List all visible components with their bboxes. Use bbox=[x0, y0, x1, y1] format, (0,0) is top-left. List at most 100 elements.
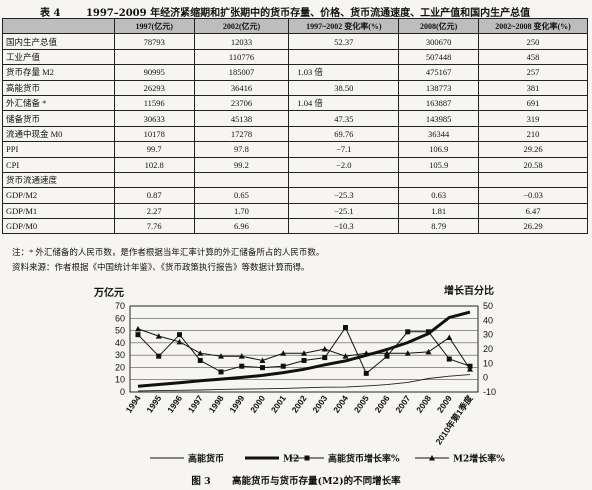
line-chart: 0 10 20 30 40 50 60 70 -10 0 10 20 30 40 50 万亿元 增长百分比 199… bbox=[93, 284, 505, 465]
table-cell: −0.03 bbox=[478, 187, 588, 204]
table-cell: 0.87 bbox=[113, 187, 195, 204]
right-tick-label: -10 bbox=[483, 387, 496, 397]
point-marker bbox=[363, 350, 370, 356]
left-tick-label: 50 bbox=[115, 326, 125, 336]
x-tick-label: 2008 bbox=[414, 393, 433, 414]
point-marker bbox=[155, 333, 162, 339]
table-cell: 458 bbox=[478, 48, 588, 66]
legend-label: 高能货币 bbox=[188, 453, 224, 465]
left-tick-label: 40 bbox=[115, 338, 125, 348]
table-row: PPI 99.7 97.8 −7.1 106.9 29.26 bbox=[2, 141, 588, 158]
table-header-cell: 2002(亿元) bbox=[193, 17, 290, 35]
table-source: 资料来源：作者根据《中国统计年鉴》、《货币政策执行报告》等数据计算而得。 bbox=[12, 262, 310, 272]
legend-marker bbox=[429, 455, 435, 461]
point-marker bbox=[218, 369, 224, 375]
table-cell: 30633 bbox=[113, 110, 195, 127]
figure-title: 高能货币与货币存量(M2)的不同增长率 bbox=[232, 476, 401, 487]
point-marker bbox=[177, 332, 182, 338]
table-cell: −7.1 bbox=[288, 141, 400, 158]
x-tick-label: 2004 bbox=[331, 393, 350, 414]
x-tick-label: 1996 bbox=[165, 393, 184, 414]
table-cell bbox=[398, 171, 480, 189]
row-label: 外汇储备 * bbox=[2, 94, 115, 112]
point-marker bbox=[446, 356, 452, 362]
table-cell: 7.76 bbox=[113, 218, 195, 235]
x-tick-label: 2007 bbox=[393, 393, 412, 414]
table-row: 流通中现金 M0 10178 17278 69.76 36344 210 bbox=[2, 125, 588, 143]
point-marker bbox=[280, 363, 286, 369]
right-tick-label: 10 bbox=[483, 358, 493, 368]
table-cell: −25.1 bbox=[288, 202, 400, 220]
table-row: GDP/M2 0.87 0.65 −25.3 0.63 −0.03 bbox=[2, 187, 588, 204]
table-header-cell: 1997~2002 变化率(%) bbox=[288, 17, 400, 35]
table-cell: 1.70 bbox=[193, 202, 290, 220]
point-marker bbox=[218, 353, 224, 359]
table-cell: 106.9 bbox=[398, 141, 480, 158]
row-label: 工业产值 bbox=[2, 48, 115, 66]
table-cell: 99.2 bbox=[193, 156, 290, 173]
left-tick-label: 10 bbox=[115, 375, 125, 385]
point-marker bbox=[239, 363, 245, 369]
table-header-cell bbox=[2, 17, 115, 35]
point-marker bbox=[343, 325, 348, 330]
table-cell: 26293 bbox=[113, 79, 195, 96]
table-cell: 47.35 bbox=[288, 110, 400, 127]
series-line bbox=[137, 310, 471, 388]
left-tick-label: 70 bbox=[115, 301, 125, 311]
table-row: 高能货币 26293 36416 38.50 138773 381 bbox=[2, 79, 588, 96]
table-title: 1997–2009 年经济紧缩期和扩张期中的货币存量、价格、货币流通速度、工业产… bbox=[85, 8, 531, 19]
table-number: 表 4 bbox=[40, 8, 61, 19]
table-cell: 138773 bbox=[398, 79, 480, 96]
point-marker bbox=[363, 370, 369, 376]
table-header-row: 1997(亿元) 2002(亿元) 1997~2002 变化率(%) 2008(亿元)… bbox=[2, 17, 588, 35]
table-cell: 319 bbox=[478, 110, 588, 127]
table-header-cell: 2002~2008 变化率(%) bbox=[478, 17, 588, 35]
table-row: 外汇储备 * 11596 23706 1.04 倍 163887 691 bbox=[2, 94, 588, 112]
table-cell: 300670 bbox=[398, 33, 480, 50]
point-marker bbox=[467, 366, 473, 372]
figure-number: 图 3 bbox=[191, 476, 211, 487]
legend-label: 高能货币增长率% bbox=[328, 453, 400, 465]
x-tick-label: 2003 bbox=[310, 393, 329, 414]
point-marker bbox=[135, 332, 141, 338]
point-marker bbox=[342, 353, 349, 359]
table-header-cell: 2008(亿元) bbox=[398, 17, 480, 35]
row-label: CPI bbox=[2, 156, 115, 173]
right-axis-title: 增长百分比 bbox=[444, 284, 494, 297]
table-cell bbox=[478, 171, 588, 189]
table-cell: 507448 bbox=[398, 48, 480, 66]
x-tick-label: 1997 bbox=[186, 393, 205, 414]
table-cell: 20.58 bbox=[478, 156, 588, 173]
table-cell: 691 bbox=[478, 94, 588, 112]
series-line bbox=[137, 374, 471, 392]
table-cell: 381 bbox=[478, 79, 588, 96]
row-label: 储备货币 bbox=[2, 110, 115, 127]
x-tick-label: 2009 bbox=[435, 393, 454, 414]
table-cell: 52.37 bbox=[288, 33, 400, 50]
table-cell: 110776 bbox=[193, 48, 290, 66]
table-cell: 38.50 bbox=[288, 79, 400, 96]
table-cell: 11596 bbox=[113, 94, 195, 112]
table-row: 工业产值 110776 507448 458 bbox=[2, 48, 588, 66]
legend-label: M2增长率% bbox=[453, 453, 505, 465]
point-marker bbox=[176, 338, 183, 345]
point-marker bbox=[156, 353, 162, 359]
table-cell bbox=[288, 171, 400, 189]
series-line bbox=[137, 328, 471, 370]
table-cell bbox=[113, 171, 195, 189]
table-cell: 185007 bbox=[193, 64, 290, 81]
figure-caption: 图 3 高能货币与货币存量(M2)的不同增长率 bbox=[0, 473, 592, 487]
data-table: 1997(亿元) 2002(亿元) 1997~2002 变化率(%) 2008(亿元)… bbox=[2, 17, 588, 235]
table-cell: 2.27 bbox=[113, 202, 195, 220]
x-tick-label: 2006 bbox=[373, 393, 392, 414]
table-cell: 6.96 bbox=[193, 218, 290, 235]
table-cell: 102.8 bbox=[113, 156, 195, 173]
table-cell bbox=[113, 48, 195, 66]
table-row: 货币存量 M2 90995 185007 1.03 倍 475167 257 bbox=[2, 64, 588, 81]
table-cell: 99.7 bbox=[113, 141, 195, 158]
right-tick-label: 50 bbox=[483, 301, 493, 311]
row-label: GDP/M0 bbox=[2, 218, 115, 235]
legend-label: M2 bbox=[283, 455, 299, 465]
table-cell: 0.65 bbox=[193, 187, 290, 204]
left-tick-label: 60 bbox=[115, 313, 125, 323]
